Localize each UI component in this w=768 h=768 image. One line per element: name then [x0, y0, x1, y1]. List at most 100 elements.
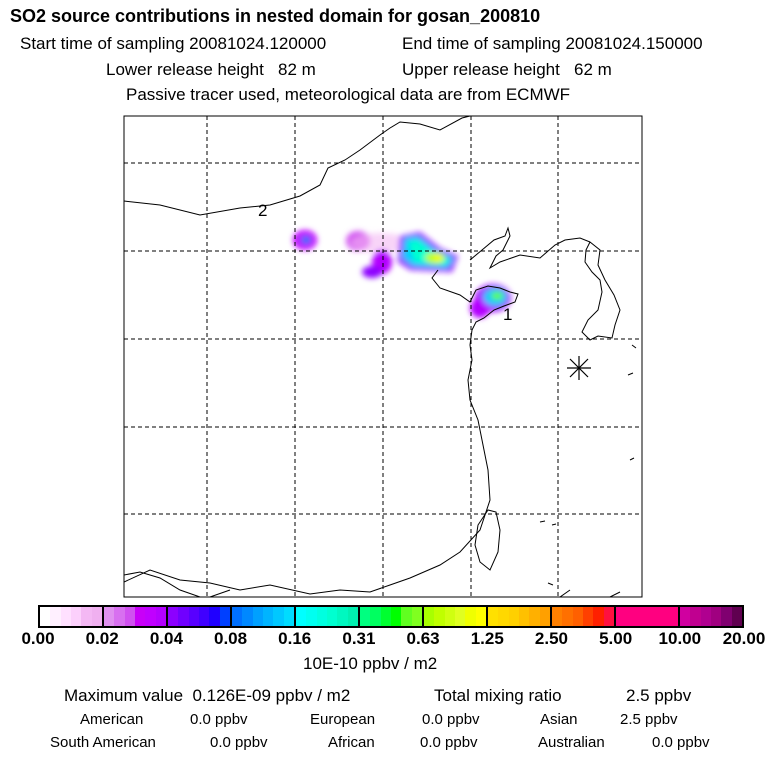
colorbar-swatch: [155, 607, 166, 626]
colorbar-swatch: [680, 607, 691, 626]
region-value-african: 0.0 ppbv: [420, 734, 478, 751]
region-value-american: 0.0 ppbv: [190, 711, 248, 728]
region-name-australian: Australian: [538, 734, 605, 751]
map-panel: 2 1: [123, 115, 643, 598]
colorbar-swatch: [572, 607, 583, 626]
colorbar-swatch: [380, 607, 391, 626]
colorbar-swatch: [188, 607, 199, 626]
colorbar-swatch: [283, 607, 294, 626]
colorbar-swatch: [667, 607, 678, 626]
colorbar-interval: [616, 607, 680, 626]
colorbar-interval: [680, 607, 742, 626]
colorbar-swatch: [124, 607, 135, 626]
region-name-american: American: [80, 711, 144, 728]
region-name-european: European: [310, 711, 376, 728]
colorbar-interval: [424, 607, 488, 626]
region-value-south-american: 0.0 ppbv: [210, 734, 268, 751]
colorbar-swatch: [50, 607, 61, 626]
concentration-plume: [293, 230, 511, 318]
colorbar-interval: [232, 607, 296, 626]
total-mixing-ratio-label: Total mixing ratio: [434, 686, 562, 705]
colorbar-swatch: [178, 607, 189, 626]
colorbar-swatch: [593, 607, 604, 626]
colorbar-swatch: [390, 607, 402, 626]
colorbar-swatch: [104, 607, 115, 626]
colorbar-swatch: [721, 607, 732, 626]
colorbar-swatch: [700, 607, 711, 626]
source-marker-2: 2: [258, 201, 267, 220]
coastlines: [124, 116, 637, 597]
colorbar-swatch: [242, 607, 253, 626]
colorbar-swatch: [219, 607, 230, 626]
colorbar-swatch: [465, 607, 476, 626]
colorbar-swatch: [518, 607, 530, 626]
colorbar-swatch: [370, 607, 381, 626]
colorbar-tick-label: 0.16: [278, 629, 312, 648]
colorbar-swatch: [70, 607, 82, 626]
colorbar-swatch: [198, 607, 210, 626]
colorbar-swatch: [508, 607, 519, 626]
plot-title: SO2 source contributions in nested domai…: [10, 6, 541, 26]
colorbar-swatch: [316, 607, 327, 626]
colorbar-tick-label: 0.00: [21, 629, 55, 648]
colorbar-swatch: [134, 607, 146, 626]
grid-lines: [124, 116, 642, 597]
colorbar-swatch: [262, 607, 274, 626]
colorbar-tick-label: 0.04: [149, 629, 183, 648]
colorbar-swatch: [411, 607, 422, 626]
colorbar-interval: [488, 607, 552, 626]
colorbar-swatch: [81, 607, 92, 626]
lower-release-height: Lower release height 82 m: [106, 60, 316, 79]
colorbar-swatch: [168, 607, 179, 626]
colorbar-swatch: [424, 607, 435, 626]
colorbar-swatch: [273, 607, 284, 626]
colorbar-swatch: [636, 607, 647, 626]
map-frame: [123, 115, 643, 598]
colorbar-swatch: [690, 607, 701, 626]
colorbar-swatch: [252, 607, 263, 626]
colorbar-tick-label: 0.31: [342, 629, 376, 648]
end-time: End time of sampling 20081024.150000: [402, 34, 703, 53]
colorbar-interval: [360, 607, 424, 626]
tracer-note: Passive tracer used, meteorological data…: [126, 85, 571, 104]
colorbar-swatch: [646, 607, 658, 626]
colorbar-swatch: [626, 607, 637, 626]
colorbar-swatch: [232, 607, 243, 626]
colorbar-swatch: [582, 607, 594, 626]
colorbar-swatch: [731, 607, 742, 626]
upper-release-height: Upper release height 62 m: [402, 60, 612, 79]
region-name-south-american: South American: [50, 734, 156, 751]
colorbar-swatch: [657, 607, 668, 626]
colorbar-interval: [40, 607, 104, 626]
colorbar-swatch: [475, 607, 486, 626]
colorbar-swatch: [552, 607, 563, 626]
colorbar-swatch: [434, 607, 445, 626]
region-value-australian: 0.0 ppbv: [652, 734, 710, 751]
colorbar-swatch: [145, 607, 156, 626]
colorbar-interval: [168, 607, 232, 626]
region-value-asian: 2.5 ppbv: [620, 711, 678, 728]
colorbar-swatch: [488, 607, 499, 626]
colorbar-swatch: [444, 607, 455, 626]
colorbar-swatch: [710, 607, 722, 626]
colorbar-swatch: [347, 607, 358, 626]
colorbar-swatch: [616, 607, 627, 626]
source-marker-1: 1: [503, 305, 512, 324]
region-name-african: African: [328, 734, 375, 751]
max-value: Maximum value 0.126E-09 ppbv / m2: [64, 686, 351, 705]
colorbar-interval: [552, 607, 616, 626]
colorbar-tick-label: 2.50: [534, 629, 568, 648]
colorbar-unit: 10E-10 ppbv / m2: [303, 654, 438, 673]
colorbar-swatch: [562, 607, 573, 626]
colorbar-swatch: [306, 607, 317, 626]
colorbar-swatch: [454, 607, 466, 626]
colorbar-swatch: [209, 607, 220, 626]
total-mixing-ratio-value: 2.5 ppbv: [626, 686, 692, 705]
colorbar-swatch: [603, 607, 614, 626]
colorbar-swatch: [91, 607, 102, 626]
colorbar-swatch: [40, 607, 51, 626]
region-name-asian: Asian: [540, 711, 578, 728]
colorbar-interval: [296, 607, 360, 626]
region-value-european: 0.0 ppbv: [422, 711, 480, 728]
